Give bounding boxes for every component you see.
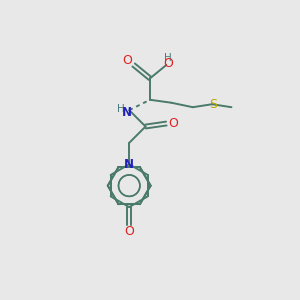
Text: O: O <box>122 54 132 67</box>
Text: O: O <box>168 117 178 130</box>
Text: H: H <box>117 104 125 114</box>
Text: S: S <box>210 98 218 111</box>
Text: O: O <box>124 225 134 238</box>
Text: N: N <box>124 158 134 171</box>
Text: H: H <box>164 53 172 64</box>
Text: N: N <box>122 106 132 119</box>
Text: O: O <box>163 57 173 70</box>
